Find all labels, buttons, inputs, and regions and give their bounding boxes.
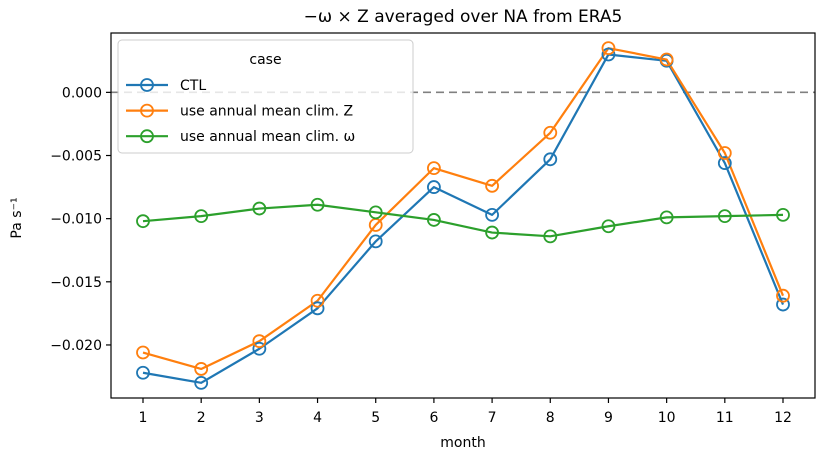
data-point-ctl-5 <box>368 234 383 249</box>
data-point-use-annual-mean-clim-z-2 <box>194 362 209 376</box>
data-point-ctl-8 <box>543 152 558 167</box>
data-point-use-annual-mean-clim-6 <box>427 213 441 227</box>
series-line-use-annual-mean-clim <box>142 203 784 238</box>
y-tick-label-0: 0.000 <box>62 85 102 101</box>
x-tick-label-4: 4 <box>313 410 322 426</box>
x-tick-label-1: 1 <box>139 410 148 426</box>
data-point-use-annual-mean-clim-z-7 <box>485 178 499 193</box>
x-tick-label-9: 9 <box>604 410 613 426</box>
y-tick-label-3: −0.015 <box>50 275 102 291</box>
data-point-use-annual-mean-clim-7 <box>485 225 499 240</box>
x-tick-label-8: 8 <box>546 410 555 426</box>
x-tick-label-6: 6 <box>429 410 438 426</box>
data-point-use-annual-mean-clim-z-11 <box>717 146 732 160</box>
legend-title: case <box>249 52 281 68</box>
data-point-use-annual-mean-clim-2 <box>194 209 209 224</box>
data-point-use-annual-mean-clim-1 <box>136 214 150 229</box>
data-point-use-annual-mean-clim-12 <box>776 207 790 222</box>
legend-entry-ctl: CTL <box>126 78 206 94</box>
data-point-use-annual-mean-clim-z-4 <box>310 293 325 308</box>
data-point-use-annual-mean-clim-11 <box>717 209 732 224</box>
y-tick-label-1: −0.005 <box>50 149 102 165</box>
legend-entry-label-use-annual-mean-clim-z: use annual mean clim. Z <box>180 104 353 120</box>
data-point-use-annual-mean-clim-4 <box>310 197 325 212</box>
data-point-ctl-11 <box>717 156 732 170</box>
data-point-use-annual-mean-clim-z-1 <box>136 345 150 360</box>
x-tick-label-10: 10 <box>658 410 676 426</box>
plot-area: 1 2 3 4 5 6 7 8 9 10 11 120.000−0.005−0.010−0.015−0… <box>50 32 816 426</box>
x-tick-label-12: 12 <box>774 410 792 426</box>
data-point-ctl-2 <box>194 375 209 390</box>
x-tick-label-3: 3 <box>255 410 264 426</box>
legend-marker-icon-ctl <box>140 78 154 92</box>
legend-entry-use-annual-mean-clim: use annual mean clim. ω <box>126 129 355 145</box>
data-point-use-annual-mean-clim-9 <box>601 219 616 234</box>
data-point-use-annual-mean-clim-8 <box>543 229 558 244</box>
data-point-ctl-6 <box>427 180 441 194</box>
legend-entry-use-annual-mean-clim-z: use annual mean clim. Z <box>126 104 353 120</box>
data-point-ctl-7 <box>485 207 499 222</box>
series-line-use-annual-mean-clim-z <box>142 47 785 371</box>
data-point-use-annual-mean-clim-z-9 <box>601 41 616 56</box>
data-point-use-annual-mean-clim-10 <box>659 210 674 225</box>
x-tick-label-11: 11 <box>716 410 734 426</box>
x-tick-label-7: 7 <box>488 410 497 426</box>
y-tick-label-4: −0.020 <box>50 338 102 354</box>
data-point-ctl-4 <box>310 301 325 316</box>
x-axis-label: month <box>440 435 485 451</box>
legend-box <box>117 39 414 154</box>
data-point-ctl-3 <box>252 341 267 356</box>
x-tick-label-5: 5 <box>371 410 380 426</box>
series-line-ctl <box>142 53 785 384</box>
x-tick-label-2: 2 <box>197 410 206 426</box>
legend-marker-icon-use-annual-mean-clim-z <box>140 103 154 118</box>
data-point-ctl-12 <box>776 297 790 312</box>
data-point-use-annual-mean-clim-z-8 <box>543 125 558 140</box>
data-point-use-annual-mean-clim-z-6 <box>427 161 441 176</box>
y-tick-label-2: −0.010 <box>50 212 102 228</box>
data-point-use-annual-mean-clim-z-10 <box>659 52 674 67</box>
data-point-use-annual-mean-clim-5 <box>368 205 383 220</box>
legend-marker-icon-use-annual-mean-clim <box>140 129 154 144</box>
data-point-use-annual-mean-clim-z-3 <box>252 334 267 349</box>
data-point-ctl-9 <box>601 47 616 62</box>
legend-entry-label-ctl: CTL <box>180 78 206 94</box>
legend: case CTL use annual mean clim. Z use annual… <box>117 39 414 154</box>
data-point-ctl-1 <box>136 365 150 380</box>
y-axis-label: Pa s⁻¹ <box>9 197 25 238</box>
legend-entry-label-use-annual-mean-clim: use annual mean clim. ω <box>180 129 355 145</box>
data-point-use-annual-mean-clim-3 <box>252 201 267 216</box>
chart-title: −ω × Z averaged over NA from ERA5 <box>304 7 623 27</box>
data-point-use-annual-mean-clim-z-12 <box>776 288 790 303</box>
axes-spines <box>110 32 816 399</box>
